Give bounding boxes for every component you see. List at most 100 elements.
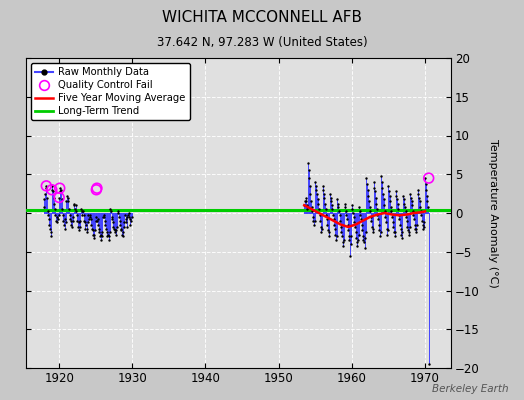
Point <box>310 218 319 224</box>
Legend: Raw Monthly Data, Quality Control Fail, Five Year Moving Average, Long-Term Tren: Raw Monthly Data, Quality Control Fail, … <box>31 63 190 120</box>
Point <box>116 225 125 232</box>
Point <box>127 214 136 220</box>
Point <box>111 227 119 233</box>
Point <box>403 224 411 230</box>
Point <box>97 233 106 240</box>
Point <box>52 214 61 220</box>
Point <box>377 179 386 185</box>
Point <box>309 214 317 220</box>
Point <box>112 227 121 233</box>
Point <box>313 190 321 197</box>
Point <box>340 237 348 243</box>
Point <box>69 214 78 220</box>
Point <box>321 206 330 212</box>
Point <box>417 212 425 218</box>
Point <box>61 216 69 222</box>
Point <box>352 234 361 241</box>
Point <box>330 216 338 222</box>
Point <box>108 219 117 226</box>
Point <box>124 211 132 218</box>
Point <box>346 252 354 259</box>
Point <box>98 229 106 236</box>
Point <box>70 202 79 208</box>
Point <box>52 218 60 224</box>
Point <box>342 211 351 218</box>
Point <box>97 237 105 243</box>
Point <box>105 229 114 236</box>
Point <box>308 204 316 210</box>
Point <box>79 208 87 214</box>
Point <box>339 239 347 246</box>
Point <box>47 233 56 240</box>
Point <box>396 222 404 228</box>
Point <box>384 227 392 233</box>
Point <box>370 185 379 191</box>
Text: WICHITA MCCONNELL AFB: WICHITA MCCONNELL AFB <box>162 10 362 25</box>
Point <box>99 214 107 220</box>
Point <box>49 194 58 201</box>
Point <box>319 183 327 189</box>
Point <box>367 218 376 224</box>
Point <box>359 237 368 243</box>
Point <box>40 196 49 202</box>
Point <box>122 219 130 226</box>
Point <box>105 233 113 240</box>
Point <box>378 185 387 191</box>
Text: 37.642 N, 97.283 W (United States): 37.642 N, 97.283 W (United States) <box>157 36 367 49</box>
Point <box>315 211 324 218</box>
Point <box>384 183 392 189</box>
Point <box>402 218 411 224</box>
Point <box>67 218 75 224</box>
Point <box>387 204 395 210</box>
Point <box>356 208 364 214</box>
Point <box>306 190 314 197</box>
Point <box>64 206 73 212</box>
Point <box>107 208 115 215</box>
Point <box>345 237 354 243</box>
Point <box>343 216 351 222</box>
Point <box>73 218 82 224</box>
Point <box>71 202 80 208</box>
Point <box>85 214 94 220</box>
Point <box>328 202 336 208</box>
Point <box>67 222 75 228</box>
Point <box>49 188 57 194</box>
Point <box>41 185 50 191</box>
Point <box>73 212 81 218</box>
Point <box>383 225 391 232</box>
Point <box>86 211 94 218</box>
Point <box>419 225 428 232</box>
Point <box>53 219 61 226</box>
Point <box>332 237 340 243</box>
Point <box>123 224 131 230</box>
Point <box>72 208 80 214</box>
Point <box>406 190 414 197</box>
Point <box>58 206 67 212</box>
Point <box>60 225 69 232</box>
Point <box>313 196 322 202</box>
Point <box>416 204 424 210</box>
Point <box>323 222 332 228</box>
Point <box>77 206 85 212</box>
Point <box>121 212 129 218</box>
Point <box>114 210 123 216</box>
Point <box>405 232 413 238</box>
Point <box>407 194 415 201</box>
Point <box>117 227 126 233</box>
Point <box>66 216 74 222</box>
Point <box>45 216 53 222</box>
Point <box>77 218 85 224</box>
Point <box>324 233 333 240</box>
Point <box>120 219 128 226</box>
Point <box>357 222 366 228</box>
Point <box>399 193 407 199</box>
Point <box>68 224 76 230</box>
Point <box>375 222 383 228</box>
Point <box>412 225 421 232</box>
Point <box>373 211 381 218</box>
Point <box>48 186 56 193</box>
Point <box>66 211 74 218</box>
Point <box>358 227 366 233</box>
Point <box>82 229 91 236</box>
Point <box>330 222 339 228</box>
